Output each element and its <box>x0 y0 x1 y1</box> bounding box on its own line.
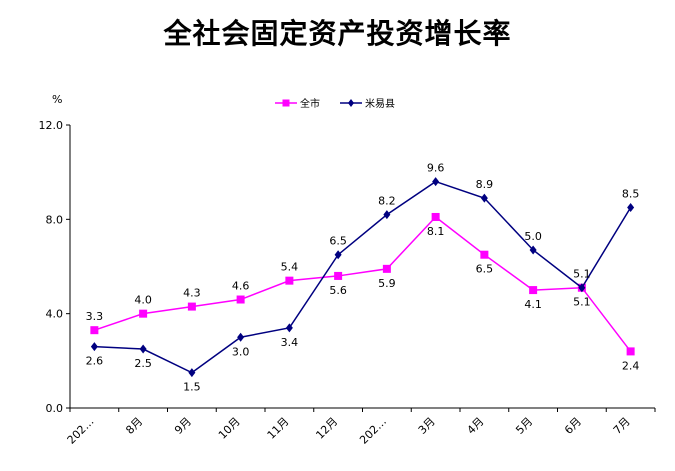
data-point <box>187 302 196 311</box>
data-point <box>139 344 147 354</box>
x-tick-label: 202… <box>65 415 97 447</box>
data-label: 5.1 <box>573 268 591 281</box>
data-point <box>382 264 391 273</box>
series-line-0 <box>94 215 632 352</box>
series-line-1 <box>94 180 632 374</box>
data-point <box>578 283 586 293</box>
x-tick-label: 6月 <box>562 415 584 437</box>
data-point <box>334 271 343 280</box>
y-tick-label: 12.0 <box>39 119 64 132</box>
x-tick-label: 5月 <box>513 415 535 437</box>
data-label: 8.2 <box>378 195 396 208</box>
data-label: 9.6 <box>427 162 445 175</box>
legend-label: 米易县 <box>365 97 395 110</box>
data-point <box>236 295 245 304</box>
x-tick-label: 4月 <box>465 415 487 437</box>
data-label: 3.4 <box>281 336 299 349</box>
data-label: 4.6 <box>232 280 250 293</box>
x-tick-label: 202… <box>357 415 389 447</box>
data-label: 6.5 <box>329 235 347 248</box>
data-point <box>626 347 635 356</box>
data-label: 8.1 <box>427 225 445 238</box>
data-point <box>237 332 245 342</box>
legend-marker <box>282 99 290 107</box>
data-label: 5.6 <box>329 284 347 297</box>
data-label: 2.4 <box>622 359 640 372</box>
data-point <box>90 342 98 352</box>
x-tick-label: 11月 <box>265 415 292 442</box>
data-point <box>432 177 440 187</box>
x-tick-label: 7月 <box>611 415 633 437</box>
data-point <box>188 368 196 378</box>
data-label: 5.9 <box>378 277 396 290</box>
data-point <box>529 245 537 255</box>
legend-marker <box>348 99 354 107</box>
data-label: 2.5 <box>134 357 152 370</box>
data-label: 6.5 <box>476 263 494 276</box>
data-label: 3.0 <box>232 345 250 358</box>
data-label: 5.0 <box>524 230 542 243</box>
data-label: 2.6 <box>86 355 104 368</box>
data-label: 4.0 <box>134 294 152 307</box>
data-point <box>285 323 293 333</box>
legend-label: 全市 <box>300 97 320 110</box>
data-label: 5.4 <box>281 261 299 274</box>
data-point <box>431 212 440 221</box>
data-label: 3.3 <box>86 310 104 323</box>
y-tick-label: 8.0 <box>46 213 64 226</box>
y-tick-label: 0.0 <box>46 402 64 415</box>
data-point <box>334 250 342 260</box>
data-point <box>480 193 488 203</box>
data-label: 8.9 <box>476 178 494 191</box>
x-tick-label: 8月 <box>123 415 145 437</box>
data-label: 4.3 <box>183 287 201 300</box>
data-label: 4.1 <box>524 298 542 311</box>
data-point <box>139 309 148 318</box>
data-point <box>529 286 538 295</box>
data-point <box>90 326 99 335</box>
x-tick-label: 12月 <box>313 415 340 442</box>
x-tick-label: 10月 <box>216 415 243 442</box>
data-label: 5.1 <box>573 296 591 309</box>
x-tick-label: 9月 <box>172 415 194 437</box>
chart-title: 全社会固定资产投资增长率 <box>163 17 512 50</box>
data-point <box>285 276 294 285</box>
data-label: 1.5 <box>183 381 201 394</box>
data-point <box>627 203 635 213</box>
y-tick-label: 4.0 <box>46 308 64 321</box>
y-unit-label: % <box>52 93 62 106</box>
data-point <box>480 250 489 259</box>
data-label: 8.5 <box>622 188 640 201</box>
x-tick-label: 3月 <box>416 415 438 437</box>
data-point <box>383 210 391 220</box>
